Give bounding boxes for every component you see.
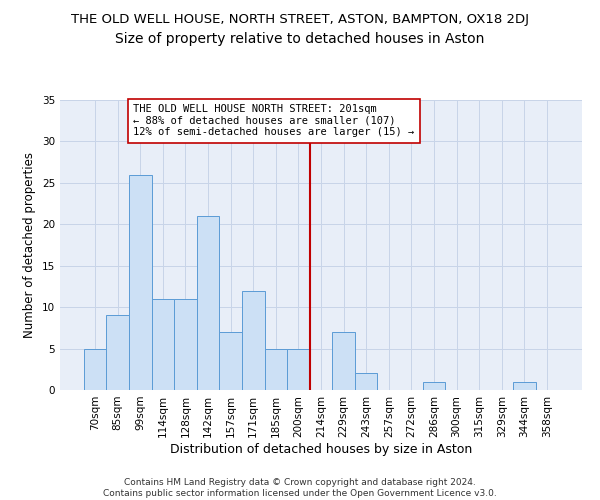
Bar	[197, 216, 220, 390]
Bar	[129, 174, 152, 390]
Text: Contains HM Land Registry data © Crown copyright and database right 2024.
Contai: Contains HM Land Registry data © Crown c…	[103, 478, 497, 498]
Text: Size of property relative to detached houses in Aston: Size of property relative to detached ho…	[115, 32, 485, 46]
Bar	[174, 299, 197, 390]
Bar	[265, 348, 287, 390]
Text: THE OLD WELL HOUSE NORTH STREET: 201sqm
← 88% of detached houses are smaller (10: THE OLD WELL HOUSE NORTH STREET: 201sqm …	[133, 104, 415, 138]
Bar	[84, 348, 106, 390]
Text: THE OLD WELL HOUSE, NORTH STREET, ASTON, BAMPTON, OX18 2DJ: THE OLD WELL HOUSE, NORTH STREET, ASTON,…	[71, 12, 529, 26]
Bar	[422, 382, 445, 390]
Bar	[152, 299, 174, 390]
Bar	[513, 382, 536, 390]
X-axis label: Distribution of detached houses by size in Aston: Distribution of detached houses by size …	[170, 442, 472, 456]
Bar	[106, 316, 129, 390]
Bar	[242, 290, 265, 390]
Bar	[220, 332, 242, 390]
Bar	[332, 332, 355, 390]
Y-axis label: Number of detached properties: Number of detached properties	[23, 152, 37, 338]
Bar	[287, 348, 310, 390]
Bar	[355, 374, 377, 390]
